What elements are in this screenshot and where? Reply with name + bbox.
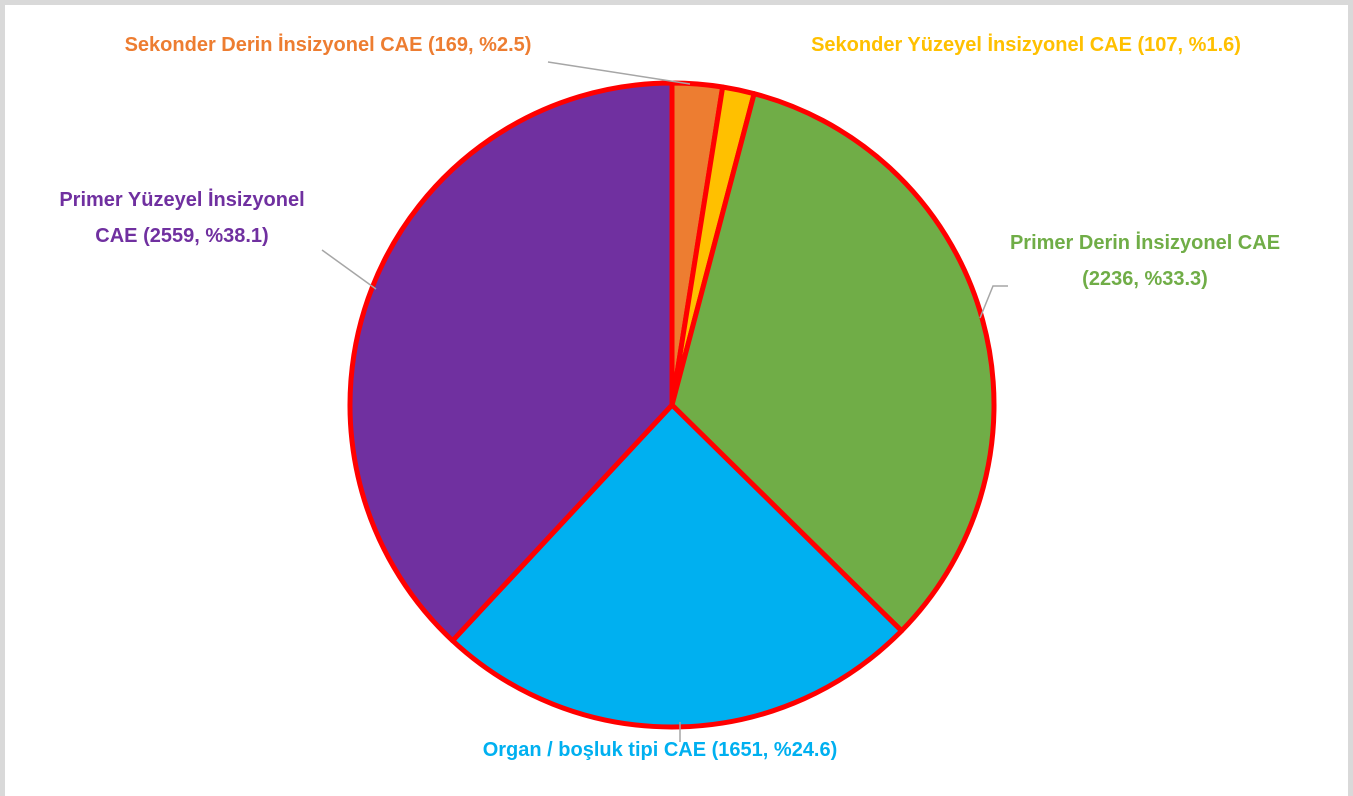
pie-slice <box>669 91 997 634</box>
slice-label: Sekonder Yüzeyel İnsizyonel CAE (107, %1… <box>811 27 1241 63</box>
slice-label: Sekonder Derin İnsizyonel CAE (169, %2.5… <box>125 27 532 63</box>
leader-line <box>979 285 1008 319</box>
leader-line <box>321 249 377 290</box>
slice-label: Primer Yüzeyel İnsizyonel CAE (2559, %38… <box>57 182 307 254</box>
leader-line <box>547 61 691 85</box>
value-label: (107, %1.6) <box>1137 34 1241 56</box>
value-label: (2559, %38.1) <box>143 225 269 247</box>
slice-label: Primer Derin İnsizyonel CAE (2236, %33.3… <box>1008 225 1283 297</box>
category-name: Sekonder Yüzeyel İnsizyonel CAE <box>811 34 1132 56</box>
value-label: (2236, %33.3) <box>1082 268 1208 290</box>
category-name: Primer Yüzeyel İnsizyonel CAE <box>59 189 305 247</box>
value-label: (1651, %24.6) <box>711 739 838 761</box>
category-name: Primer Derin İnsizyonel CAE <box>1009 232 1281 254</box>
category-name: Organ / boşluk tipi CAE <box>482 739 707 761</box>
pie-slice <box>450 402 905 730</box>
slice-label: Organ / boşluk tipi CAE (1651, %24.6) <box>483 732 838 768</box>
category-name: Sekonder Derin İnsizyonel CAE <box>124 34 423 56</box>
pie <box>347 80 997 730</box>
value-label: (169, %2.5) <box>428 34 532 56</box>
